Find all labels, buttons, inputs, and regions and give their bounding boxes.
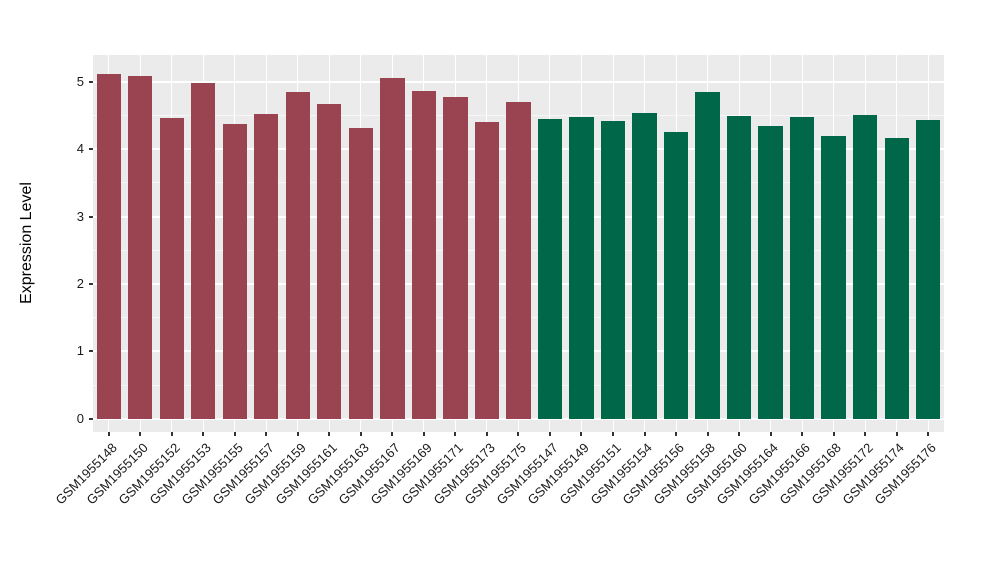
bar-slot-GSM1955174: GSM1955174: [840, 55, 913, 507]
bar-slot-GSM1955152: GSM1955152: [115, 55, 188, 507]
bar-GSM1955161: [317, 103, 342, 419]
bar-slot-GSM1955150: GSM1955150: [84, 55, 157, 507]
x-tick-mark: [580, 432, 583, 436]
y-tick-mark: [89, 148, 93, 151]
bar-GSM1955155: [222, 123, 247, 419]
x-tick-mark: [107, 432, 110, 436]
y-tick-mark: [89, 417, 93, 420]
bar-slot-GSM1955148: GSM1955148: [52, 55, 125, 507]
bars-area: GSM1955148 GSM1955150 GSM1955152 GSM1955153…: [52, 55, 944, 507]
x-tick-mark: [454, 432, 457, 436]
x-tick-mark: [422, 432, 425, 436]
bar-GSM1955176: [916, 120, 941, 419]
bar-GSM1955171: [443, 97, 468, 419]
x-tick-mark: [359, 432, 362, 436]
bar-GSM1955163: [348, 127, 373, 419]
x-tick-mark: [517, 432, 520, 436]
bar-GSM1955159: [285, 91, 310, 419]
bar-slot-GSM1955155: GSM1955155: [178, 55, 251, 507]
x-tick-mark: [139, 432, 142, 436]
bar-GSM1955160: [726, 116, 752, 419]
x-tick-mark: [706, 432, 709, 436]
x-tick-mark: [548, 432, 551, 436]
bar-slot-GSM1955160: GSM1955160: [682, 55, 755, 507]
plot-panel: GSM1955148 GSM1955150 GSM1955152 GSM1955153…: [52, 55, 944, 507]
bar-GSM1955166: [789, 117, 815, 419]
y-tick-label-2: 2: [76, 275, 84, 291]
bar-slot-GSM1955149: GSM1955149: [525, 55, 598, 507]
bar-slot-GSM1955161: GSM1955161: [273, 55, 346, 507]
bar-slot-GSM1955156: GSM1955156: [619, 55, 692, 507]
x-tick-mark: [391, 432, 394, 436]
bar-GSM1955147: [537, 118, 563, 419]
bar-slot-GSM1955176: GSM1955176: [871, 55, 944, 507]
y-tick-mark: [89, 215, 93, 218]
x-tick-mark: [769, 432, 772, 436]
bar-slot-GSM1955163: GSM1955163: [304, 55, 377, 507]
bar-slot-GSM1955166: GSM1955166: [745, 55, 818, 507]
bar-slot-GSM1955167: GSM1955167: [336, 55, 409, 507]
bar-slot-GSM1955158: GSM1955158: [651, 55, 724, 507]
bar-GSM1955157: [254, 114, 279, 419]
x-tick-mark: [801, 432, 804, 436]
bar-GSM1955169: [411, 91, 437, 419]
bar-GSM1955148: [96, 74, 121, 419]
bar-GSM1955150: [128, 76, 153, 419]
x-tick-mark: [832, 432, 835, 436]
y-tick-label-3: 3: [76, 208, 84, 224]
x-tick-mark: [296, 432, 299, 436]
bar-slot-GSM1955172: GSM1955172: [808, 55, 881, 507]
y-tick-mark: [89, 350, 93, 353]
x-tick-mark: [328, 432, 331, 436]
y-tick-label-0: 0: [76, 410, 84, 426]
y-tick-mark: [89, 80, 93, 83]
bar-GSM1955174: [884, 138, 909, 419]
bar-GSM1955152: [159, 118, 184, 419]
bar-GSM1955158: [695, 91, 720, 419]
bar-slot-GSM1955151: GSM1955151: [556, 55, 629, 507]
bar-GSM1955173: [474, 122, 500, 419]
x-tick-mark: [643, 432, 646, 436]
bar-GSM1955164: [758, 126, 783, 419]
x-tick-mark: [738, 432, 741, 436]
bar-GSM1955175: [506, 101, 531, 419]
x-tick-mark: [895, 432, 898, 436]
bar-slot-GSM1955175: GSM1955175: [462, 55, 535, 507]
y-tick-label-4: 4: [76, 141, 84, 157]
y-tick-label-5: 5: [76, 73, 84, 89]
bar-slot-GSM1955169: GSM1955169: [367, 55, 440, 507]
x-tick-mark: [675, 432, 678, 436]
bar-slot-GSM1955168: GSM1955168: [777, 55, 850, 507]
y-tick-mark: [89, 282, 93, 285]
x-tick-mark: [612, 432, 614, 436]
y-tick-label-1: 1: [76, 343, 84, 359]
x-tick-mark: [485, 432, 488, 436]
x-tick-mark: [927, 432, 930, 436]
bar-slot-GSM1955173: GSM1955173: [430, 55, 503, 507]
x-tick-mark: [265, 432, 268, 436]
bar-GSM1955149: [569, 116, 594, 419]
bar-slot-GSM1955159: GSM1955159: [241, 55, 314, 507]
bar-slot-GSM1955147: GSM1955147: [493, 55, 566, 507]
bar-slot-GSM1955154: GSM1955154: [588, 55, 661, 507]
x-tick-mark: [202, 432, 205, 436]
bar-GSM1955154: [632, 112, 657, 419]
bar-slot-GSM1955171: GSM1955171: [399, 55, 472, 507]
bar-GSM1955153: [191, 83, 216, 419]
x-tick-mark: [864, 432, 867, 436]
bar-GSM1955151: [600, 120, 626, 419]
bar-GSM1955168: [821, 135, 846, 419]
x-tick-mark: [233, 432, 236, 436]
bar-slot-GSM1955157: GSM1955157: [210, 55, 283, 507]
bar-slot-GSM1955153: GSM1955153: [147, 55, 220, 507]
bar-slot-GSM1955164: GSM1955164: [714, 55, 787, 507]
bar-GSM1955167: [380, 78, 405, 419]
x-tick-mark: [170, 432, 173, 436]
y-axis-title-text: Expression Level: [18, 182, 35, 304]
bar-GSM1955156: [663, 131, 689, 419]
bar-GSM1955172: [852, 115, 878, 419]
